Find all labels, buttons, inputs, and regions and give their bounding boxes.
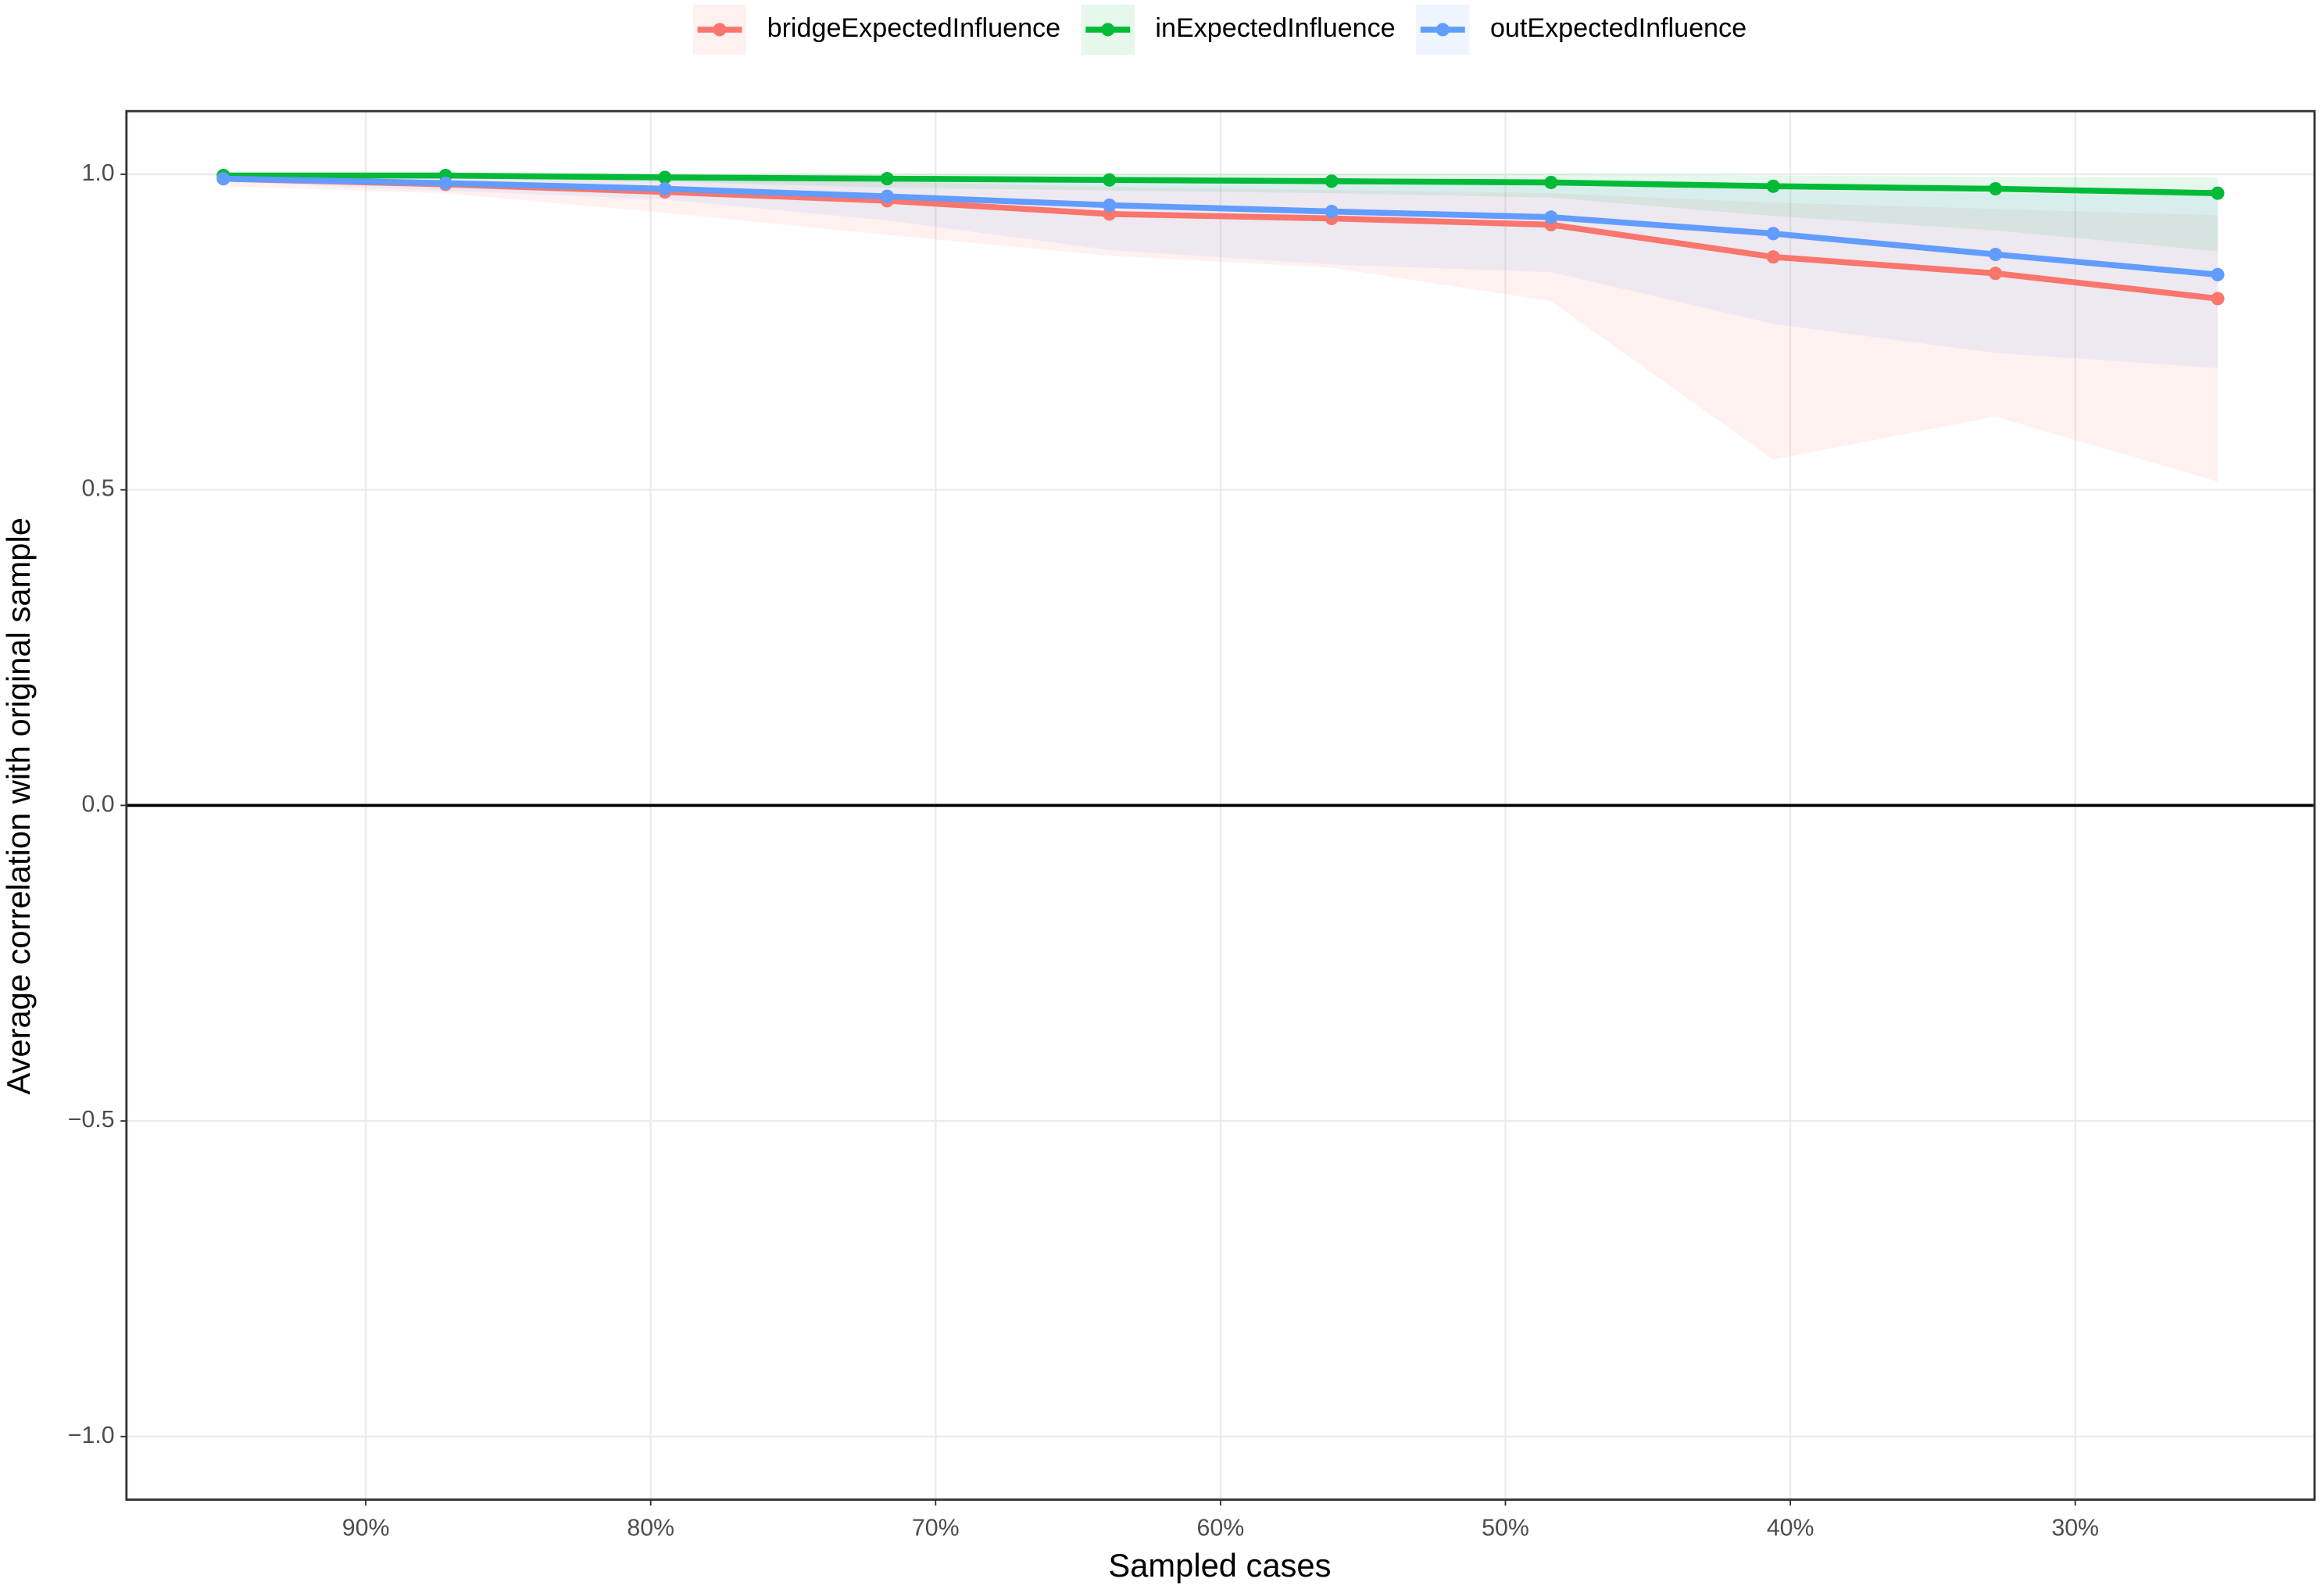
legend-label: outExpectedInfluence (1490, 13, 1747, 43)
data-point (1544, 210, 1558, 224)
data-point (880, 189, 894, 203)
data-point (1103, 173, 1117, 187)
plot-border (125, 109, 2316, 1501)
y-tick-label: 0.5 (81, 476, 114, 502)
y-axis-title: Average correlation with original sample (0, 517, 37, 1094)
y-tick-label: 0.0 (81, 791, 114, 817)
legend-label: inExpectedInfluence (1155, 13, 1395, 43)
x-tick-label: 70% (912, 1515, 960, 1541)
legend-key (713, 23, 727, 37)
data-point (438, 176, 452, 190)
data-point (1989, 181, 2003, 196)
y-tick-label: −0.5 (68, 1107, 115, 1133)
data-point (216, 172, 231, 186)
x-tick-label: 30% (2051, 1515, 2099, 1541)
series-line (223, 175, 2219, 278)
legend-label: bridgeExpectedInfluence (767, 13, 1060, 43)
y-tick-label: 1.0 (81, 160, 114, 186)
data-point (2211, 186, 2225, 200)
data-point (1989, 247, 2003, 262)
y-tick-label: −1.0 (68, 1423, 115, 1448)
x-axis-title: Sampled cases (1108, 1547, 1331, 1584)
data-point (1766, 250, 1780, 264)
x-tick-label: 60% (1197, 1515, 1245, 1541)
data-point (2211, 292, 2225, 306)
legend-key (1436, 23, 1450, 37)
data-point (658, 181, 672, 196)
data-point (658, 170, 672, 184)
data-point (1766, 227, 1780, 241)
data-point (1325, 174, 1339, 188)
data-point (1103, 198, 1117, 213)
series-line (223, 172, 2219, 196)
data-point (880, 172, 894, 186)
data-point (1766, 179, 1780, 193)
x-tick-label: 80% (627, 1515, 674, 1541)
data-point (1989, 267, 2003, 281)
confidence-band (223, 174, 2218, 252)
x-tick-label: 90% (342, 1515, 390, 1541)
x-tick-label: 40% (1767, 1515, 1815, 1541)
data-point (2211, 267, 2225, 281)
confidence-band (223, 174, 2218, 368)
x-tick-label: 50% (1482, 1515, 1529, 1541)
data-point (1544, 175, 1558, 189)
data-point (1325, 205, 1339, 219)
legend-key (1101, 23, 1115, 37)
